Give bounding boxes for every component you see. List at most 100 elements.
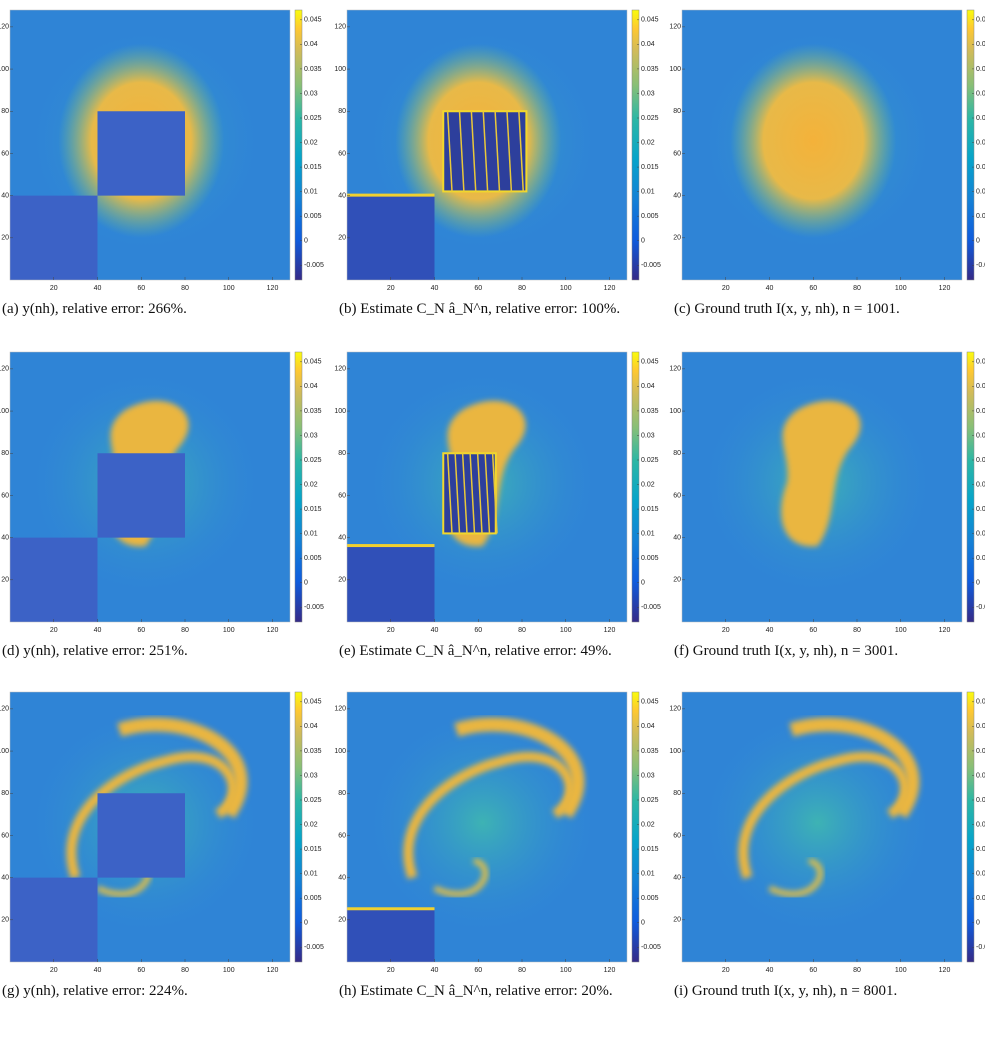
spiral [117,717,248,819]
colorbar-tick-label: 0.03 [641,432,655,439]
colorbar-tick-label: 0.005 [641,895,659,902]
colorbar-tick-label: 0.04 [641,723,655,730]
y-tick-label: 100 [669,66,681,73]
y-tick-label: 120 [334,706,346,713]
y-tick-label: 100 [0,748,9,755]
colorbar-tick-label: 0.035 [641,66,659,73]
x-tick-label: 60 [137,285,145,292]
colorbar-tick-label: 0.035 [304,748,322,755]
colorbar-tick-label: 0.02 [976,139,985,146]
caption: (h) Estimate C_N â_N^n, relative error: … [339,983,613,999]
colorbar-tick-label: 0.025 [304,457,322,464]
artifact-edge [347,907,435,911]
colorbar-tick-label: -0.005 [976,944,985,951]
x-tick-label: 20 [50,627,58,634]
artifact [347,909,435,962]
colorbar-tick-label: 0.01 [641,530,655,537]
y-tick-label: 40 [1,192,9,199]
colorbar-tick-label: 0.015 [641,506,659,513]
colorbar-tick-label: 0.03 [641,772,655,779]
y-tick-label: 120 [669,706,681,713]
colorbar [966,691,975,963]
x-tick-label: 80 [853,967,861,974]
mask [10,877,98,962]
frame [9,9,291,281]
spiral [403,751,575,880]
frame [681,691,963,963]
colorbar-tick-label: 0.02 [304,139,318,146]
y-tick-label: 20 [1,917,9,924]
spiral [454,717,585,819]
x-tick-label: 40 [431,285,439,292]
colorbar-tick-label: 0.01 [976,530,985,537]
colorbar-tick-label: 0.04 [304,383,318,390]
x-tick-label: 80 [853,285,861,292]
colorbar-tick-label: 0.025 [976,115,985,122]
colorbar-tick-label: 0.02 [641,821,655,828]
colorbar-tick-label: 0.045 [641,699,659,706]
y-tick-label: 20 [338,577,346,584]
colorbar-tick-label: 0.045 [304,699,322,706]
y-tick-label: 60 [673,832,681,839]
y-tick-label: 80 [1,450,9,457]
x-tick-label: 100 [223,285,235,292]
y-tick-label: 120 [334,366,346,373]
heatmap: 20 40 60 80 100 120 20 40 60 80 100 120 0.045 0.04 0.0… [0,691,324,974]
x-tick-label: 100 [560,627,572,634]
x-tick-label: 120 [267,285,279,292]
spiral [66,751,238,880]
colorbar-tick-label: 0.03 [976,772,985,779]
colorbar-tick-label: 0.02 [304,481,318,488]
colorbar-tick-label: 0.015 [976,506,985,513]
artifact-stripe [494,111,501,192]
colorbar-tick-label: 0.015 [976,164,985,171]
x-tick-label: 20 [387,627,395,634]
artifact-stripe [446,453,453,534]
x-tick-label: 40 [431,627,439,634]
x-tick-label: 100 [223,967,235,974]
colorbar [966,9,975,281]
colorbar-tick-label: 0.04 [641,41,655,48]
colorbar-tick-label: 0.005 [641,213,659,220]
y-tick-label: 60 [673,150,681,157]
artifact-stripe [461,453,468,534]
heatmap-image [10,10,290,280]
colorbar-tick-label: -0.005 [976,604,985,611]
y-tick-label: 60 [338,832,346,839]
x-tick-label: 100 [895,627,907,634]
colorbar-tick-label: 0.03 [304,772,318,779]
y-tick-label: 40 [673,534,681,541]
y-tick-label: 40 [338,192,346,199]
heatmap: 20 40 60 80 100 120 20 40 60 80 100 120 0.045 0.04 0.0… [669,9,985,292]
y-tick-label: 100 [0,66,9,73]
x-tick-label: 120 [939,967,951,974]
colorbar-tick-label: 0.035 [641,748,659,755]
y-tick-label: 40 [338,534,346,541]
colorbar [294,9,303,281]
caption: (e) Estimate C_N â_N^n, relative error: … [339,643,612,659]
colorbar-tick-label: 0.005 [641,555,659,562]
x-tick-label: 20 [387,285,395,292]
colorbar-tick-label: 0.02 [976,821,985,828]
frame [9,691,291,963]
artifact-stripe [476,453,483,534]
heatmap: 20 40 60 80 100 120 20 40 60 80 100 120 0.045 0.04 0.0… [0,351,324,634]
colorbar [631,9,640,281]
y-tick-label: 120 [334,24,346,31]
y-tick-label: 80 [1,790,9,797]
x-tick-label: 60 [809,967,817,974]
glow [700,709,936,937]
artifact-stripe [454,453,461,534]
colorbar-tick-label: 0.015 [304,506,322,513]
colorbar-tick-label: 0.045 [976,699,985,706]
x-tick-label: 60 [137,967,145,974]
colorbar-tick-label: 0 [641,920,645,927]
y-tick-label: 20 [673,235,681,242]
frame [346,9,628,281]
y-tick-label: 40 [673,192,681,199]
heatmap-image [10,352,290,622]
x-tick-label: 20 [50,285,58,292]
